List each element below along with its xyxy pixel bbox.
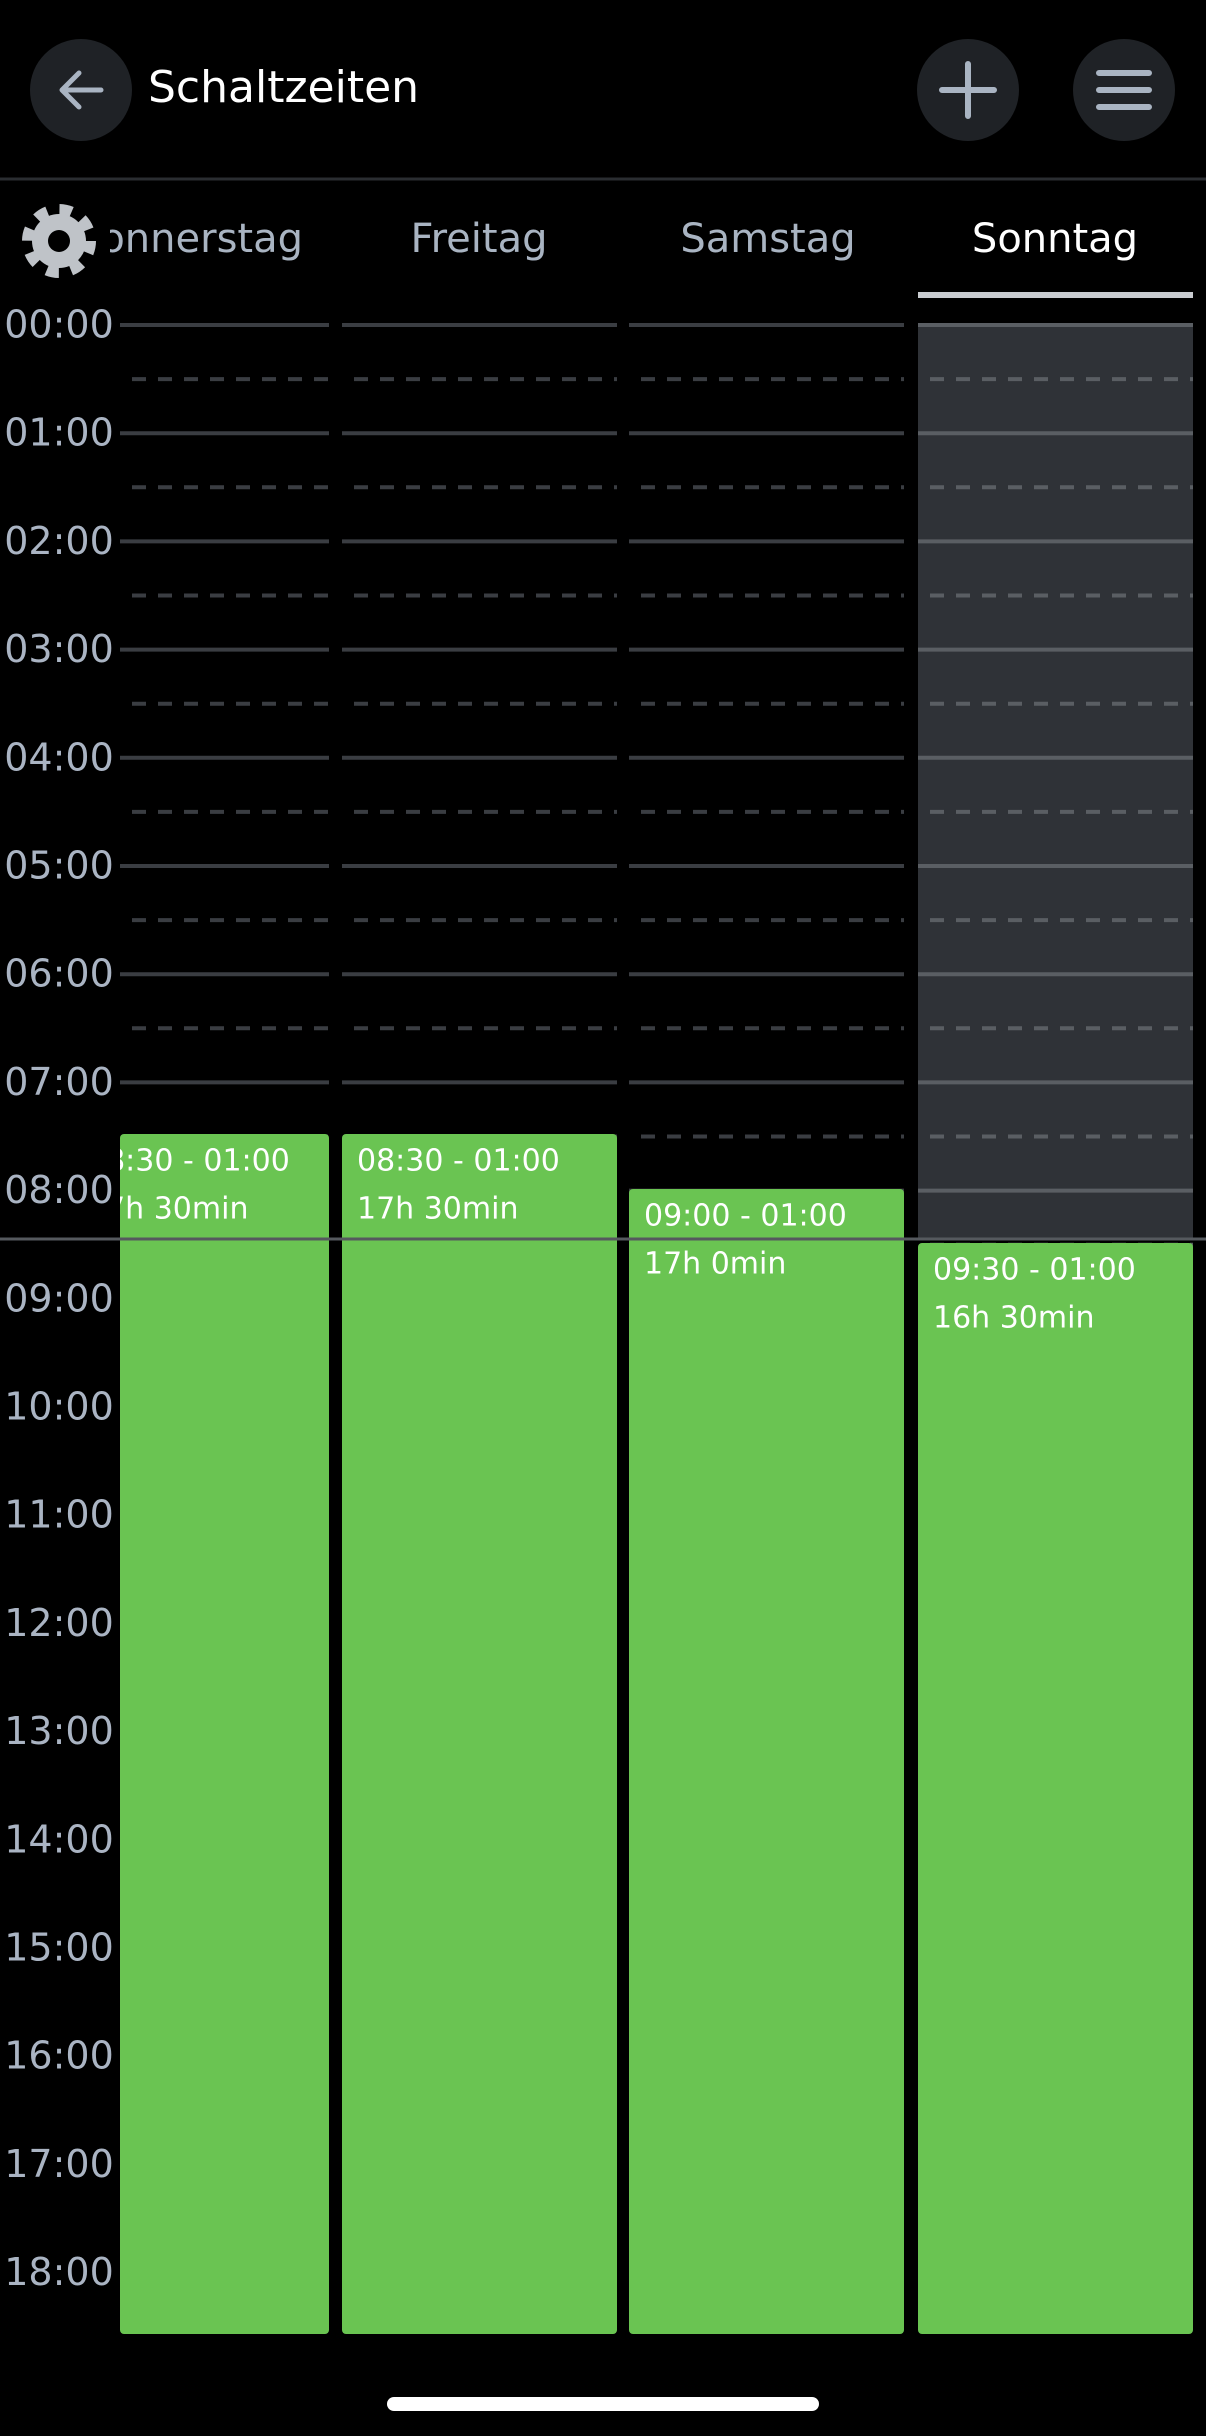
time-label: 05:00 (4, 844, 114, 888)
time-label: 04:00 (4, 735, 114, 779)
time-label: 16:00 (4, 2034, 114, 2078)
time-label: 14:00 (4, 1817, 114, 1861)
time-label: 10:00 (4, 1385, 114, 1429)
settings-button[interactable] (22, 204, 96, 278)
time-label: 15:00 (4, 1926, 114, 1970)
day-tab[interactable]: Sonntag (972, 216, 1138, 262)
event-time: 09:00 - 01:00 (644, 1199, 847, 1234)
gear-teeth (22, 204, 96, 278)
event-duration: 17h 30min (87, 1192, 248, 1227)
event-block (342, 1134, 617, 2334)
time-label: 02:00 (4, 519, 114, 563)
event[interactable]: 08:30 - 01:00 17h 30min (87, 1134, 329, 2334)
menu-button[interactable] (1073, 39, 1175, 141)
event-duration: 16h 30min (933, 1301, 1094, 1336)
day-tab[interactable]: Samstag (680, 216, 855, 262)
home-indicator (387, 2397, 819, 2411)
time-label: 11:00 (4, 1493, 114, 1537)
gear-hole (48, 230, 70, 252)
event-duration: 17h 30min (357, 1192, 518, 1227)
event[interactable]: 08:30 - 01:00 17h 30min (342, 1134, 617, 2334)
time-label: 17:00 (4, 2142, 114, 2186)
event-block (918, 1243, 1193, 2334)
time-label: 07:00 (4, 1060, 114, 1104)
time-label: 09:00 (4, 1276, 114, 1320)
time-label: 00:00 (4, 303, 114, 347)
time-label: 06:00 (4, 952, 114, 996)
active-column-bg (918, 325, 1193, 1239)
back-button[interactable] (30, 39, 132, 141)
event[interactable]: 09:00 - 01:00 17h 0min (629, 1189, 904, 2334)
time-label: 03:00 (4, 627, 114, 671)
add-button[interactable] (917, 39, 1019, 141)
time-label: 12:00 (4, 1601, 114, 1645)
event-block (629, 1189, 904, 2334)
time-label: 08:00 (4, 1168, 114, 1212)
event-time: 08:30 - 01:00 (87, 1144, 290, 1179)
event-time: 09:30 - 01:00 (933, 1253, 1136, 1288)
time-label: 13:00 (4, 1709, 114, 1753)
event-duration: 17h 0min (644, 1247, 786, 1282)
day-tab[interactable]: Freitag (411, 216, 548, 262)
event[interactable]: 09:30 - 01:00 16h 30min (918, 1243, 1193, 2334)
event-time: 08:30 - 01:00 (357, 1144, 560, 1179)
event-block (120, 1134, 329, 2334)
title: Schaltzeiten (148, 62, 419, 113)
time-label: 18:00 (4, 2250, 114, 2294)
tab-indicator (918, 292, 1193, 298)
time-label: 01:00 (4, 411, 114, 455)
